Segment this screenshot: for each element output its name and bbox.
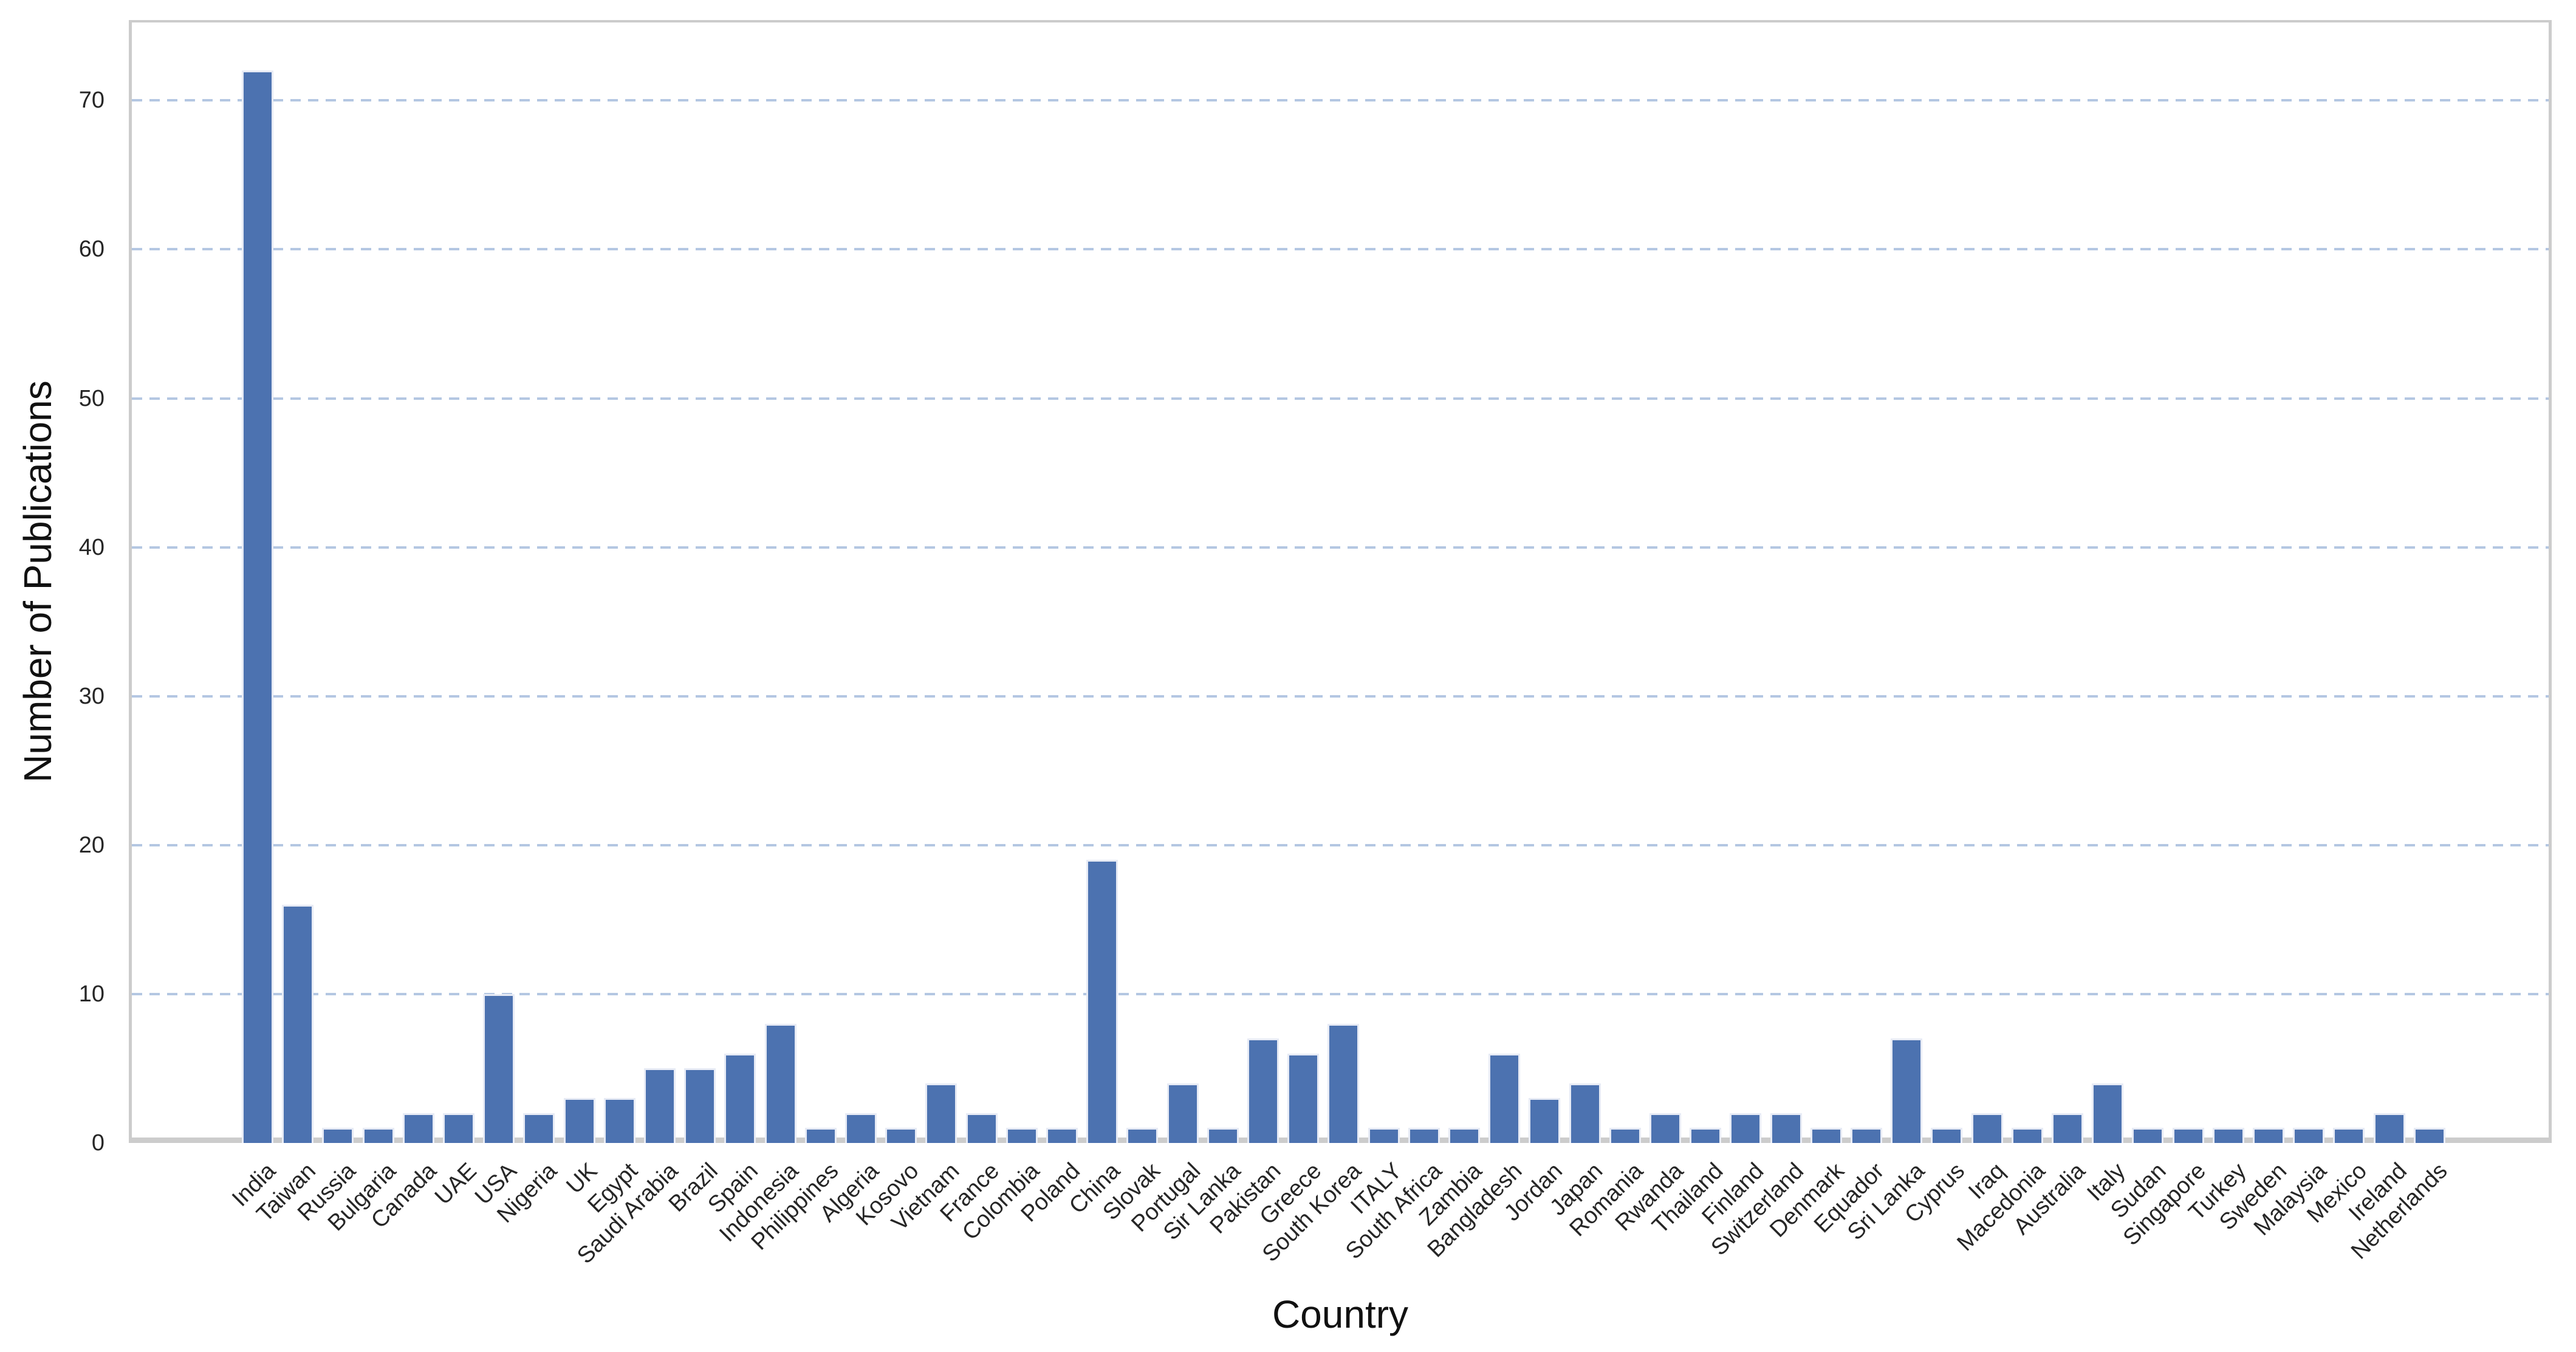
bar-sri-lanka bbox=[1891, 1038, 1922, 1143]
bar-bulgaria bbox=[363, 1128, 394, 1143]
bar-poland bbox=[1046, 1128, 1078, 1143]
bar-mexico bbox=[2333, 1128, 2365, 1143]
bar-macedonia bbox=[2012, 1128, 2043, 1143]
y-tick-label: 10 bbox=[78, 981, 104, 1007]
bar-france bbox=[966, 1113, 998, 1143]
bar-usa bbox=[483, 994, 515, 1143]
x-axis-title: Country bbox=[1272, 1292, 1409, 1336]
y-tick-label: 0 bbox=[91, 1130, 104, 1156]
bar-cyprus bbox=[1931, 1128, 1962, 1143]
bar-equador bbox=[1851, 1128, 1882, 1143]
bar-taiwan bbox=[282, 905, 313, 1143]
bar-romania bbox=[1609, 1128, 1641, 1143]
gridline-y-60 bbox=[132, 248, 2549, 251]
bar-pakistan bbox=[1247, 1038, 1279, 1143]
bar-colombia bbox=[1006, 1128, 1038, 1143]
bar-australia bbox=[2052, 1113, 2083, 1143]
bar-russia bbox=[322, 1128, 354, 1143]
gridline-y-20 bbox=[132, 843, 2549, 846]
bar-zambia bbox=[1448, 1128, 1480, 1143]
bar-spain bbox=[724, 1054, 756, 1143]
bar-sudan bbox=[2132, 1128, 2163, 1143]
bar-rwanda bbox=[1649, 1113, 1681, 1143]
bar-algeria bbox=[845, 1113, 877, 1143]
bar-philippines bbox=[805, 1128, 837, 1143]
gridline-y-30 bbox=[132, 695, 2549, 698]
y-tick-label: 40 bbox=[78, 534, 104, 560]
bar-sir-lanka bbox=[1207, 1128, 1239, 1143]
bar-vietnam bbox=[925, 1083, 957, 1143]
gridline-y-10 bbox=[132, 992, 2549, 995]
bar-italy bbox=[1368, 1128, 1400, 1143]
bar-netherlands bbox=[2414, 1128, 2445, 1143]
bar-south-korea bbox=[1327, 1024, 1359, 1143]
bar-portugal bbox=[1167, 1083, 1199, 1143]
bar-indonesia bbox=[765, 1024, 796, 1143]
y-axis-title: Number of Publications bbox=[16, 380, 60, 783]
bar-turkey bbox=[2213, 1128, 2244, 1143]
bar-kosovo bbox=[885, 1128, 917, 1143]
bar-canada bbox=[403, 1113, 434, 1143]
bar-malaysia bbox=[2293, 1128, 2324, 1143]
bar-sweden bbox=[2253, 1128, 2284, 1143]
bar-greece bbox=[1287, 1054, 1319, 1143]
bar-nigeria bbox=[523, 1113, 555, 1143]
gridline-y-50 bbox=[132, 397, 2549, 400]
bar-uae bbox=[443, 1113, 474, 1143]
bar-jordan bbox=[1529, 1098, 1560, 1143]
bar-finland bbox=[1730, 1113, 1761, 1143]
bar-brazil bbox=[684, 1068, 716, 1143]
y-tick-label: 50 bbox=[78, 385, 104, 411]
bar-uk bbox=[564, 1098, 595, 1143]
bar-saudi-arabia bbox=[644, 1068, 676, 1143]
bar-singapore bbox=[2173, 1128, 2204, 1143]
bar-bangladesh bbox=[1488, 1054, 1520, 1143]
bar-ireland bbox=[2374, 1113, 2405, 1143]
bar-denmark bbox=[1810, 1128, 1842, 1143]
gridline-y-70 bbox=[132, 99, 2549, 102]
y-tick-label: 60 bbox=[78, 236, 104, 263]
bar-egypt bbox=[604, 1098, 635, 1143]
bar-switzerland bbox=[1770, 1113, 1802, 1143]
bar-south-africa bbox=[1408, 1128, 1440, 1143]
bar-china bbox=[1086, 860, 1118, 1143]
y-tick-label: 70 bbox=[78, 88, 104, 114]
gridline-y-40 bbox=[132, 546, 2549, 549]
y-tick-label: 20 bbox=[78, 832, 104, 858]
bar-india bbox=[242, 70, 273, 1143]
bar-thailand bbox=[1690, 1128, 1721, 1143]
x-tick-label: UAE bbox=[430, 1158, 482, 1210]
bar-slovak bbox=[1126, 1128, 1158, 1143]
bar-italy bbox=[2092, 1083, 2123, 1143]
y-tick-label: 30 bbox=[78, 683, 104, 709]
bar-japan bbox=[1569, 1083, 1601, 1143]
plot-area bbox=[129, 20, 2552, 1143]
bar-iraq bbox=[1971, 1113, 2003, 1143]
